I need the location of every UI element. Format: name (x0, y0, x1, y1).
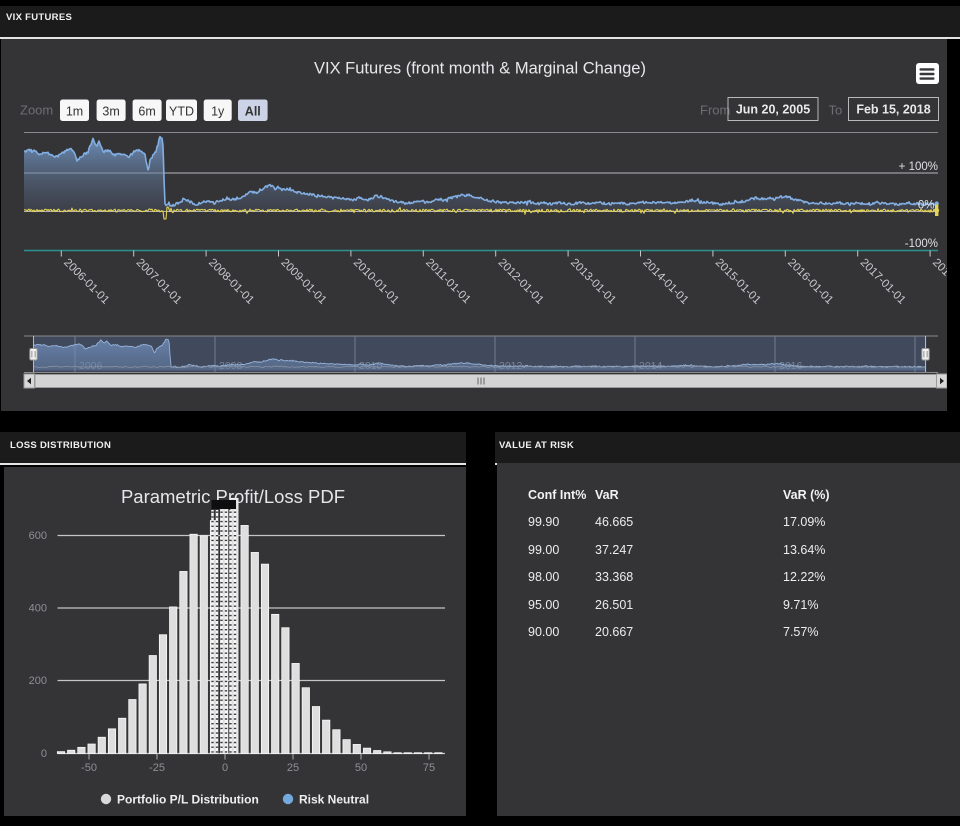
svg-text:3m: 3m (102, 105, 119, 119)
svg-text:2008-01-01: 2008-01-01 (206, 257, 256, 307)
svg-text:All: All (245, 105, 261, 119)
svg-text:From: From (700, 103, 730, 118)
svg-text:VIX Futures (front month & Mar: VIX Futures (front month & Marginal Chan… (314, 60, 646, 78)
svg-text:YTD: YTD (169, 105, 194, 119)
svg-text:1y: 1y (211, 105, 225, 119)
svg-text:2010-01-01: 2010-01-01 (351, 257, 401, 307)
svg-text:2018: 2018 (930, 257, 947, 284)
svg-text:2013-01-01: 2013-01-01 (568, 257, 618, 307)
svg-text:2014-01-01: 2014-01-01 (640, 257, 690, 307)
svg-text:Portfolio P/L Distribution: Portfolio P/L Distribution (117, 793, 259, 807)
svg-text:2009-01-01: 2009-01-01 (278, 257, 328, 307)
svg-text:0%: 0% (918, 200, 935, 212)
svg-text:200: 200 (29, 675, 47, 687)
svg-text:75: 75 (423, 762, 435, 774)
svg-text:2012-01-01: 2012-01-01 (496, 257, 546, 307)
svg-text:1m: 1m (66, 105, 83, 119)
svg-text:Feb 15, 2018: Feb 15, 2018 (856, 103, 930, 117)
svg-text:Risk Neutral: Risk Neutral (299, 793, 369, 807)
svg-text:Zoom: Zoom (20, 103, 53, 118)
svg-text:6m: 6m (138, 105, 155, 119)
svg-text:-100%: -100% (905, 238, 938, 250)
svg-text:Parametric Profit/Loss PDF: Parametric Profit/Loss PDF (121, 486, 345, 507)
svg-text:2006-01-01: 2006-01-01 (61, 257, 111, 307)
svg-text:400: 400 (29, 603, 47, 615)
svg-text:2015-01-01: 2015-01-01 (713, 257, 763, 307)
svg-text:0: 0 (41, 748, 47, 760)
svg-text:25: 25 (287, 762, 299, 774)
svg-text:600: 600 (29, 530, 47, 542)
svg-text:2007-01-01: 2007-01-01 (134, 257, 184, 307)
svg-text:+ 100%: + 100% (899, 161, 938, 173)
svg-text:To: To (829, 103, 843, 118)
svg-text:0: 0 (222, 762, 228, 774)
svg-text:50: 50 (355, 762, 367, 774)
svg-text:2016-01-01: 2016-01-01 (785, 257, 835, 307)
svg-text:Jun 20, 2005: Jun 20, 2005 (736, 103, 810, 117)
svg-text:-25: -25 (149, 762, 165, 774)
svg-text:2011-01-01: 2011-01-01 (423, 257, 472, 306)
svg-text:2017-01-01: 2017-01-01 (858, 257, 908, 307)
svg-text:-50: -50 (81, 762, 97, 774)
